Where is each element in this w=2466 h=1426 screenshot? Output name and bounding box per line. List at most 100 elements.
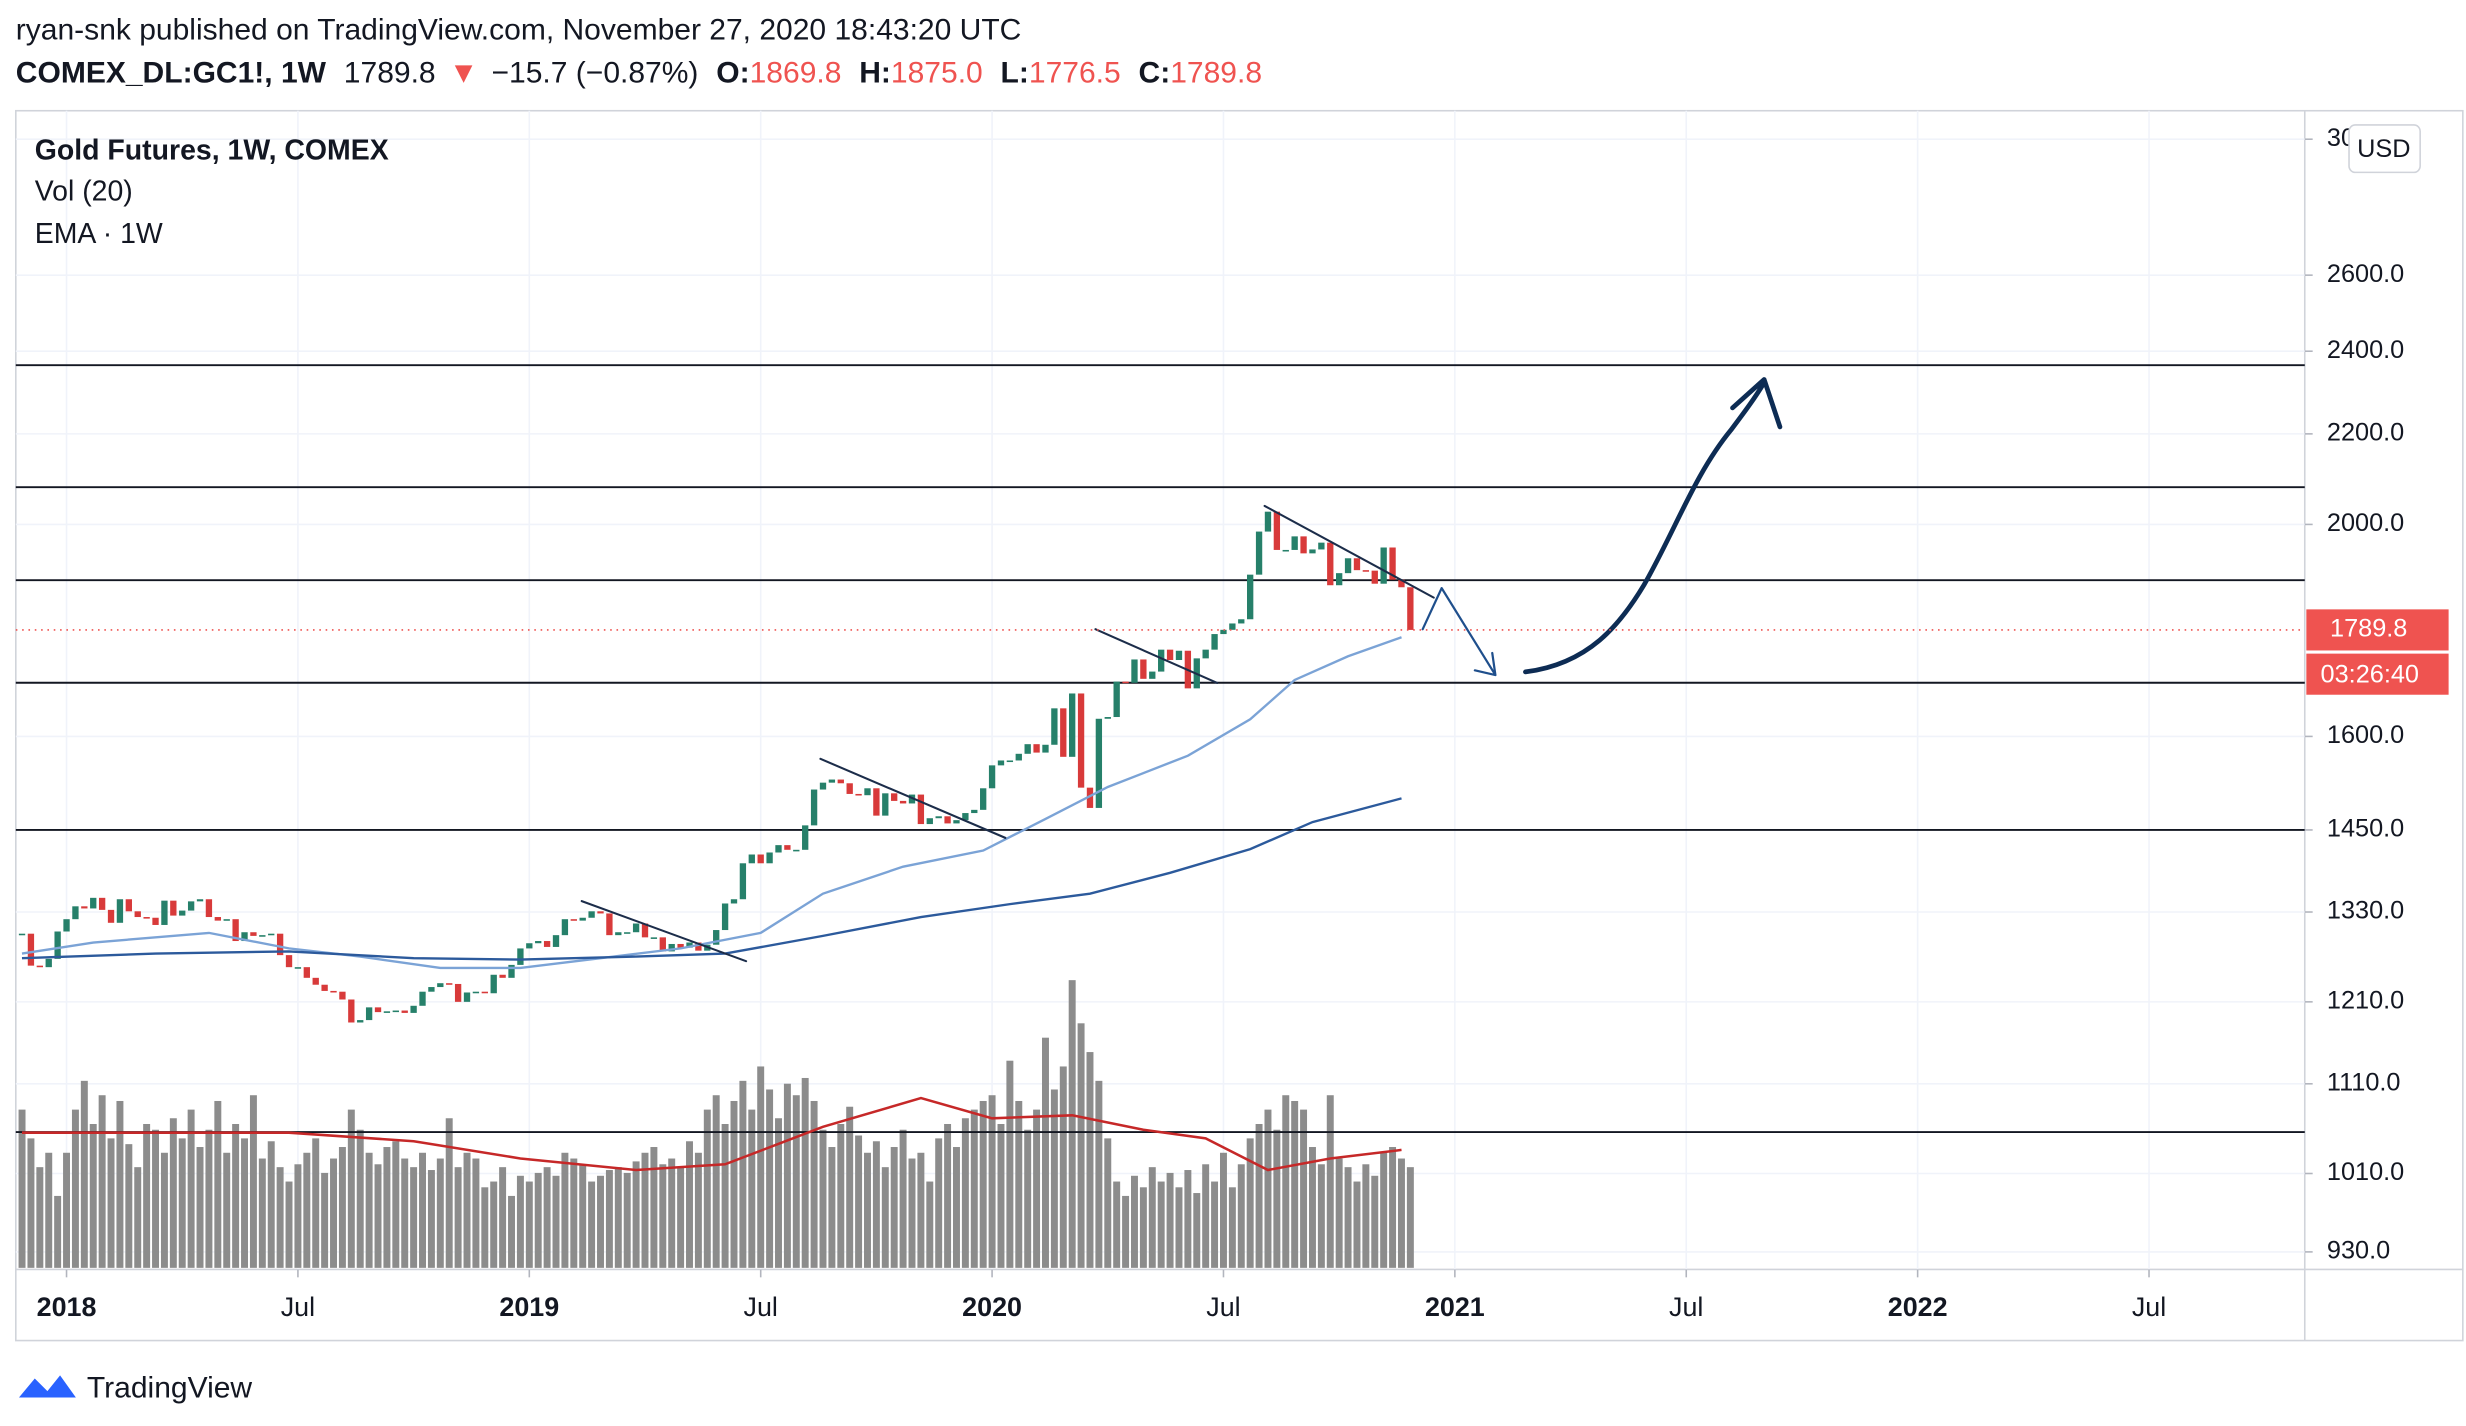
volume-bar: [677, 1167, 685, 1268]
candle: [1024, 744, 1031, 754]
candle: [179, 910, 186, 916]
candle: [891, 793, 898, 801]
volume-bar: [703, 1109, 711, 1268]
volume-bar: [481, 1187, 489, 1268]
candle: [63, 919, 70, 932]
indicator-line: [21, 797, 1402, 961]
candle: [739, 863, 747, 900]
candle: [997, 760, 1005, 766]
candle: [98, 897, 106, 910]
volume-bar: [63, 1152, 71, 1268]
candle: [1327, 542, 1334, 586]
y-tick-label: 2000.0: [2327, 509, 2404, 537]
last-price-label: 1789.8 03:26:40: [15, 609, 2449, 695]
candle: [1380, 547, 1387, 584]
candle: [686, 942, 693, 948]
volume-bar: [1246, 1138, 1254, 1268]
volume-bar: [1077, 1023, 1085, 1268]
volume-bar: [579, 1164, 587, 1268]
candle: [36, 965, 43, 968]
ohlc-value: 1789.8: [1170, 56, 1262, 89]
candle: [187, 901, 195, 911]
volume-bar: [516, 1175, 524, 1268]
volume-bar: [27, 1138, 35, 1268]
candle: [597, 911, 604, 914]
ohlc-key: H:: [859, 56, 891, 89]
candle: [819, 782, 827, 790]
candle: [268, 933, 275, 936]
volume-bar: [917, 1152, 925, 1268]
candle: [499, 974, 506, 978]
candle: [1238, 619, 1245, 624]
x-tick-label: Jul: [2132, 1292, 2166, 1322]
volume-bar: [988, 1095, 996, 1268]
volume-bar: [1015, 1100, 1023, 1268]
volume-bar: [1104, 1138, 1112, 1268]
volume-bar: [1050, 1089, 1058, 1268]
volume-bar: [1130, 1175, 1138, 1268]
x-tick-label: Jul: [1669, 1292, 1703, 1322]
volume-bar: [330, 1158, 337, 1268]
x-tick-label: 2020: [962, 1292, 1022, 1322]
candle: [988, 765, 996, 789]
candle: [330, 990, 337, 993]
candle: [285, 955, 293, 968]
volume-bar: [650, 1147, 658, 1268]
x-tick-label: 2022: [1888, 1292, 1948, 1322]
trend-line: [819, 757, 1007, 839]
volume-bar: [1139, 1187, 1147, 1268]
volume-bar: [712, 1095, 720, 1268]
arrow-down: [1421, 587, 1497, 677]
volume-bar: [36, 1167, 44, 1268]
volume-bar: [178, 1138, 186, 1268]
drawings: [580, 377, 1783, 963]
volume-bar: [686, 1141, 693, 1268]
volume-bar: [258, 1158, 266, 1268]
volume-bar: [997, 1124, 1005, 1268]
volume-bar: [837, 1124, 845, 1268]
currency-box[interactable]: [2348, 124, 2421, 174]
volume-bar: [588, 1181, 596, 1268]
volume-bar: [436, 1158, 444, 1268]
volume-bar: [561, 1152, 569, 1268]
volume-bar: [899, 1129, 907, 1268]
ohlc-value: 1776.5: [1029, 56, 1121, 89]
legend-item: Vol (20): [35, 175, 133, 207]
volume-bar: [356, 1129, 364, 1268]
indicators: [21, 636, 1402, 1172]
volume-bar: [169, 1118, 177, 1268]
candle: [392, 1010, 399, 1013]
volume-bar: [1380, 1152, 1388, 1268]
candle: [223, 919, 230, 921]
candle: [18, 933, 26, 936]
volume-bar: [1184, 1170, 1192, 1268]
candle: [508, 964, 515, 978]
change-arrow: ▼: [449, 56, 479, 89]
volume-bar: [1389, 1147, 1397, 1268]
volume-bar: [890, 1147, 898, 1268]
volume-bar: [1362, 1164, 1370, 1268]
volume-bar: [152, 1129, 160, 1268]
volume-bar: [659, 1164, 667, 1268]
candle: [383, 1011, 391, 1013]
volume-bar: [508, 1195, 515, 1268]
volume-bar: [908, 1158, 916, 1268]
candle: [463, 992, 471, 1002]
candle: [1069, 693, 1076, 757]
volume-bar: [1193, 1193, 1201, 1268]
candle: [650, 937, 658, 939]
candle: [1104, 717, 1111, 719]
candle: [1336, 573, 1343, 586]
volume-bar: [721, 1124, 729, 1268]
trend-line: [1263, 504, 1435, 599]
volume-bar: [810, 1100, 818, 1268]
y-tick-label: 1600.0: [2327, 721, 2404, 749]
currency: USD: [2357, 135, 2410, 163]
volume-bar: [748, 1109, 756, 1268]
candle: [641, 923, 649, 938]
legend-title: Gold Futures, 1W, COMEX: [35, 134, 389, 166]
last-price-text: 1789.8: [2330, 615, 2407, 643]
x-tick-label: Jul: [1206, 1292, 1240, 1322]
candle: [1113, 681, 1120, 718]
levels: [15, 364, 2305, 1134]
